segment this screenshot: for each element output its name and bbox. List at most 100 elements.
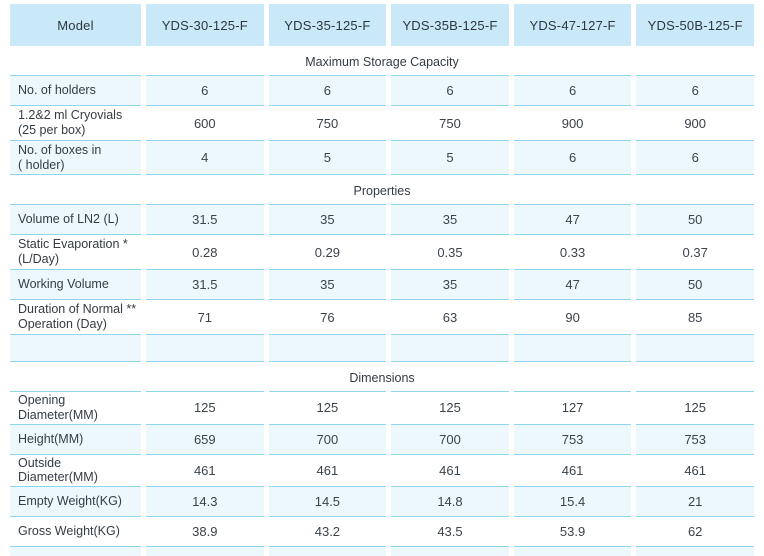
table-row: Duration of Normal ** Operation (Day) 71 76…	[10, 299, 754, 334]
value-cell: 6	[636, 75, 754, 105]
row-label: No. of boxes in( holder)	[10, 140, 141, 175]
value-cell: 125	[636, 391, 754, 424]
row-label: Opening Diameter(MM)	[10, 391, 141, 424]
table-row: Working Volume 31.5 35 35 47 50	[10, 269, 754, 299]
row-label: Gross Weight(KG)	[10, 516, 141, 546]
value-cell: 659	[146, 423, 264, 454]
value-cell: 53.9	[513, 516, 632, 546]
row-label-line: Working Volume	[18, 277, 109, 292]
value-cell: 127	[513, 391, 632, 424]
section-title-row: Dimensions	[10, 362, 754, 391]
value-cell: 125	[391, 391, 509, 424]
value-cell: 461	[636, 453, 754, 486]
value-cell: 35	[391, 269, 509, 299]
value-cell: 125	[146, 391, 264, 424]
value-cell: 900	[513, 105, 632, 140]
value-cell: 600	[146, 105, 264, 140]
value-cell	[391, 334, 509, 362]
value-cell: 0.29	[268, 234, 387, 269]
value-cell: 461	[513, 453, 632, 486]
value-cell	[146, 334, 264, 362]
value-cell: 0.28	[146, 234, 264, 269]
row-label-line: Outside Diameter(MM)	[18, 455, 98, 485]
row-label: Duration of Normal ** Operation (Day)	[10, 299, 141, 334]
value-cell: 750	[268, 105, 387, 140]
section-title-row: Maximum Storage Capacity	[10, 46, 754, 75]
row-label-line: No. of holders	[18, 83, 96, 98]
table-body: Maximum Storage Capacity No. of holders 6 6…	[10, 46, 754, 556]
row-label: No. of holders	[10, 75, 141, 105]
model-name-header: YDS-30-125-F	[146, 4, 264, 46]
table-row: Volume of LN2 (L) 31.5 35 35 47 50	[10, 204, 754, 234]
value-cell: 6	[513, 140, 632, 175]
value-cell	[268, 546, 387, 556]
model-name-header: YDS-50B-125-F	[636, 4, 754, 46]
row-label-line: Volume of LN2 (L)	[18, 212, 119, 227]
row-label: Static Evaporation * (L/Day)	[10, 234, 141, 269]
row-label-line: Duration of Normal **	[18, 302, 137, 317]
value-cell: 85	[636, 299, 754, 334]
value-cell: 35	[268, 269, 387, 299]
table-row: No. of holders 6 6 6 6 6	[10, 75, 754, 105]
value-cell: 0.37	[636, 234, 754, 269]
section-title-row: Properties	[10, 175, 754, 204]
row-label-line: Empty Weight(KG)	[18, 494, 122, 509]
empty-row	[10, 334, 754, 362]
value-cell: 461	[146, 453, 264, 486]
table-row: No. of boxes in( holder) 4 5 5 6 6	[10, 140, 754, 175]
value-cell: 5	[268, 140, 387, 175]
value-cell: 753	[636, 423, 754, 454]
value-cell: 461	[268, 453, 387, 486]
value-cell: 14.8	[391, 486, 509, 516]
table-row: Empty Weight(KG) 14.3 14.5 14.8 15.4 21	[10, 486, 754, 516]
value-cell: 43.2	[268, 516, 387, 546]
value-cell: 90	[513, 299, 632, 334]
value-cell: 21	[636, 486, 754, 516]
value-cell: 6	[268, 75, 387, 105]
value-cell: 76	[268, 299, 387, 334]
section-title: Dimensions	[10, 362, 754, 391]
value-cell: 71	[146, 299, 264, 334]
row-label-line: Static Evaporation *	[18, 237, 128, 252]
value-cell	[391, 546, 509, 556]
row-label-line: (L/Day)	[18, 252, 59, 266]
table-row: Static Evaporation * (L/Day) 0.28 0.29 0.35 0…	[10, 234, 754, 269]
value-cell: 125	[268, 391, 387, 424]
table-row: Height(MM) 659 700 700 753 753	[10, 423, 754, 454]
table-row: Gross Weight(KG) 38.9 43.2 43.5 53.9 62	[10, 516, 754, 546]
value-cell: 31.5	[146, 204, 264, 234]
row-label-line: No. of boxes in	[18, 142, 102, 157]
value-cell	[513, 546, 632, 556]
row-label: 1.2&2 ml Cryovials (25 per box)	[10, 105, 141, 140]
model-column-header: Model	[10, 4, 141, 46]
table-head-row: Model YDS-30-125-F YDS-35-125-F YDS-35B-125…	[10, 4, 754, 46]
row-label: Height(MM)	[10, 423, 141, 454]
row-label-line: (25 per box)	[18, 123, 86, 137]
row-label-line: ( holder)	[18, 157, 65, 172]
value-cell: 750	[391, 105, 509, 140]
model-name-header: YDS-47-127-F	[513, 4, 632, 46]
table-row: Outside Diameter(MM) 461 461 461 461 461	[10, 453, 754, 486]
value-cell: 0.33	[513, 234, 632, 269]
row-label: Empty Weight(KG)	[10, 486, 141, 516]
value-cell: 15.4	[513, 486, 632, 516]
product-spec-table: Model YDS-30-125-F YDS-35-125-F YDS-35B-125…	[5, 4, 759, 556]
value-cell: 35	[391, 204, 509, 234]
value-cell: 14.3	[146, 486, 264, 516]
row-label-line: Height(MM)	[18, 431, 84, 446]
row-label	[10, 334, 141, 362]
value-cell: 6	[636, 140, 754, 175]
row-label-line: 1.2&2 ml Cryovials	[18, 108, 123, 123]
model-name-header: YDS-35-125-F	[268, 4, 387, 46]
row-label-line: Gross Weight(KG)	[18, 524, 120, 539]
value-cell: 62	[636, 516, 754, 546]
value-cell	[636, 546, 754, 556]
value-cell: 31.5	[146, 269, 264, 299]
value-cell	[636, 334, 754, 362]
value-cell: 6	[146, 75, 264, 105]
row-label: Outside Diameter(MM)	[10, 453, 141, 486]
value-cell: 50	[636, 204, 754, 234]
value-cell: 47	[513, 269, 632, 299]
value-cell: 753	[513, 423, 632, 454]
value-cell: 700	[391, 423, 509, 454]
